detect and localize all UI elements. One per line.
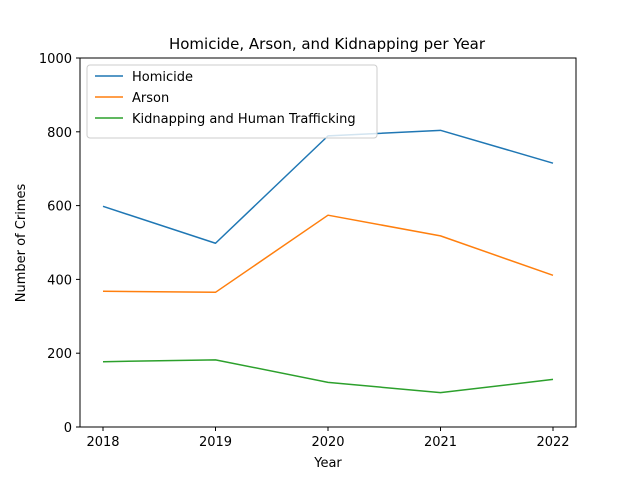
y-tick-label: 800 (47, 126, 72, 141)
y-tick-label: 200 (47, 347, 72, 362)
x-tick-label: 2021 (424, 435, 457, 450)
y-axis-label: Number of Crimes (14, 184, 29, 303)
x-tick-label: 2018 (86, 435, 119, 450)
x-tick-label: 2019 (199, 435, 232, 450)
x-tick-label: 2020 (311, 435, 344, 450)
legend-label-1: Arson (132, 91, 169, 106)
chart-title: Homicide, Arson, and Kidnapping per Year (169, 35, 486, 53)
legend-label-0: Homicide (132, 70, 193, 85)
axis-ticks: 2018 2019 2020 2021 2022 0 200 400 600 800 1000 (39, 52, 570, 450)
legend-label-2: Kidnapping and Human Trafficking (132, 112, 356, 127)
legend-box (86, 64, 378, 139)
series-line-2 (102, 359, 554, 394)
y-tick-label: 1000 (39, 52, 72, 67)
y-tick-label: 400 (47, 273, 72, 288)
y-tick-label: 600 (47, 200, 72, 215)
legend: Homicide Arson Kidnapping and Human Traffi… (86, 64, 378, 139)
y-tick-label: 0 (64, 421, 72, 436)
series-line-1 (102, 214, 554, 294)
x-axis-label: Year (313, 456, 342, 471)
x-tick-label: 2022 (536, 435, 569, 450)
